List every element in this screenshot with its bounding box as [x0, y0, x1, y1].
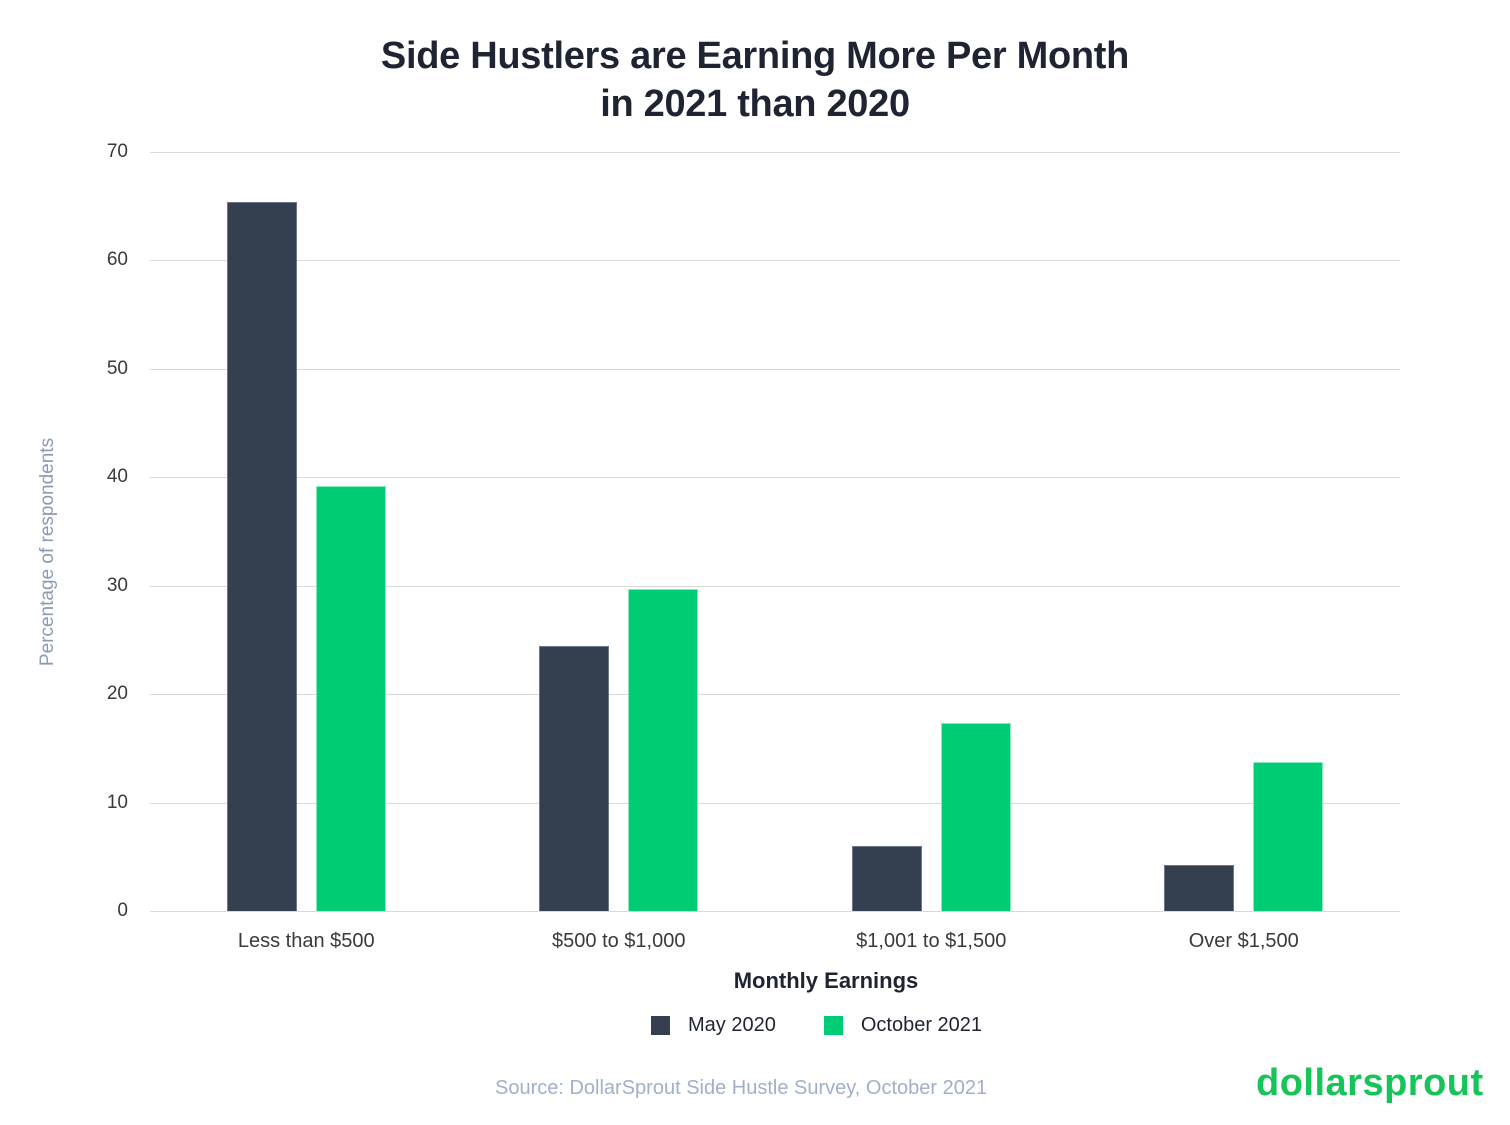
y-tick-label: 40: [106, 466, 128, 488]
bar-may-2020: [1164, 865, 1235, 911]
legend-swatch: [823, 1016, 843, 1035]
x-axis-label: Monthly Earnings: [733, 968, 919, 993]
gridline: [150, 694, 1400, 696]
chart-title: Side Hustlers are Earning More Per Month…: [0, 32, 1510, 128]
y-tick-label: 60: [106, 249, 128, 271]
bar-may-2020: [539, 646, 610, 911]
gridline: [150, 260, 1400, 262]
y-tick-label: 0: [117, 900, 128, 921]
gridline: [150, 802, 1400, 804]
legend-item: October 2021: [823, 1014, 983, 1037]
gridline: [150, 152, 1400, 153]
bar-may-2020: [226, 201, 297, 911]
y-axis-label: Percentage of respondents: [37, 437, 58, 667]
gridline: [150, 368, 1400, 370]
legend: May 2020 October 2021: [651, 1014, 1030, 1037]
chart-title-line-1: Side Hustlers are Earning More Per Month: [380, 35, 1130, 77]
gridline: [150, 911, 1400, 912]
legend-item: May 2020: [651, 1014, 776, 1037]
legend-label: October 2021: [860, 1014, 983, 1036]
y-tick-label: 30: [106, 574, 128, 596]
y-tick-label: 20: [106, 683, 128, 705]
chart-title-line-2: in 2021 than 2020: [600, 83, 910, 125]
legend-label: May 2020: [688, 1014, 776, 1036]
bar-october-2021: [628, 588, 699, 911]
x-tick-label: Over $1,500: [1188, 930, 1299, 952]
x-tick-label: $1,001 to $1,500: [856, 930, 1007, 952]
bar-october-2021: [315, 485, 386, 911]
bar-october-2021: [940, 723, 1011, 911]
bar-october-2021: [1253, 762, 1324, 911]
x-tick-label: $500 to $1,000: [552, 930, 686, 952]
y-tick-label: 50: [106, 357, 128, 379]
x-tick-label: Less than $500: [237, 930, 375, 952]
source-note: Source: DollarSprout Side Hustle Survey,…: [495, 1077, 988, 1099]
gridline: [150, 585, 1400, 587]
legend-swatch: [651, 1016, 670, 1035]
gridline: [150, 477, 1400, 479]
bar-may-2020: [851, 845, 922, 911]
dollarsprout-logo: dollarsprout: [1256, 1062, 1484, 1104]
y-tick-label: 10: [106, 791, 128, 813]
plot-area: [150, 152, 1400, 912]
y-tick-label: 70: [106, 141, 128, 162]
